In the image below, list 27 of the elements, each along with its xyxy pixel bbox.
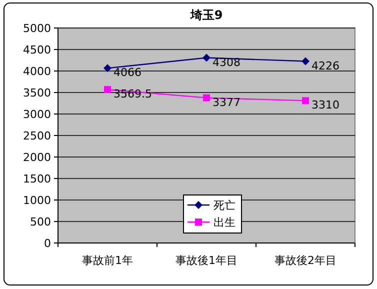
y-tick-label: 500 xyxy=(30,216,51,228)
y-tick-label: 5000 xyxy=(23,22,51,35)
y-tick-label: 4500 xyxy=(23,44,51,56)
data-label: 3310 xyxy=(312,98,340,112)
y-tick-label: 2500 xyxy=(23,130,51,142)
point xyxy=(302,57,310,66)
y-tick-label: 1000 xyxy=(23,194,51,207)
x-tick-label: 事故前1年 xyxy=(82,254,133,267)
x-tick-label: 事故後2年目 xyxy=(274,254,336,267)
data-label: 4226 xyxy=(312,59,340,72)
point xyxy=(104,86,111,94)
data-label: 3377 xyxy=(212,96,240,109)
y-tick-label: 3000 xyxy=(23,108,51,121)
y-tick-label: 3500 xyxy=(23,86,51,100)
x-tick-label: 事故後1年目 xyxy=(176,254,238,267)
legend-label: 死亡 xyxy=(214,199,236,212)
data-label: 4308 xyxy=(212,56,240,69)
y-tick-label: 0 xyxy=(44,237,51,250)
y-tick-label: 2000 xyxy=(23,151,51,164)
chart-title: 埼玉9 xyxy=(189,8,223,22)
point xyxy=(203,94,210,102)
point xyxy=(104,64,112,72)
legend-label: 出生 xyxy=(214,216,236,229)
y-tick-label: 1500 xyxy=(23,172,51,186)
y-tick-label: 4000 xyxy=(23,65,51,78)
point xyxy=(202,54,210,62)
point xyxy=(302,97,309,104)
